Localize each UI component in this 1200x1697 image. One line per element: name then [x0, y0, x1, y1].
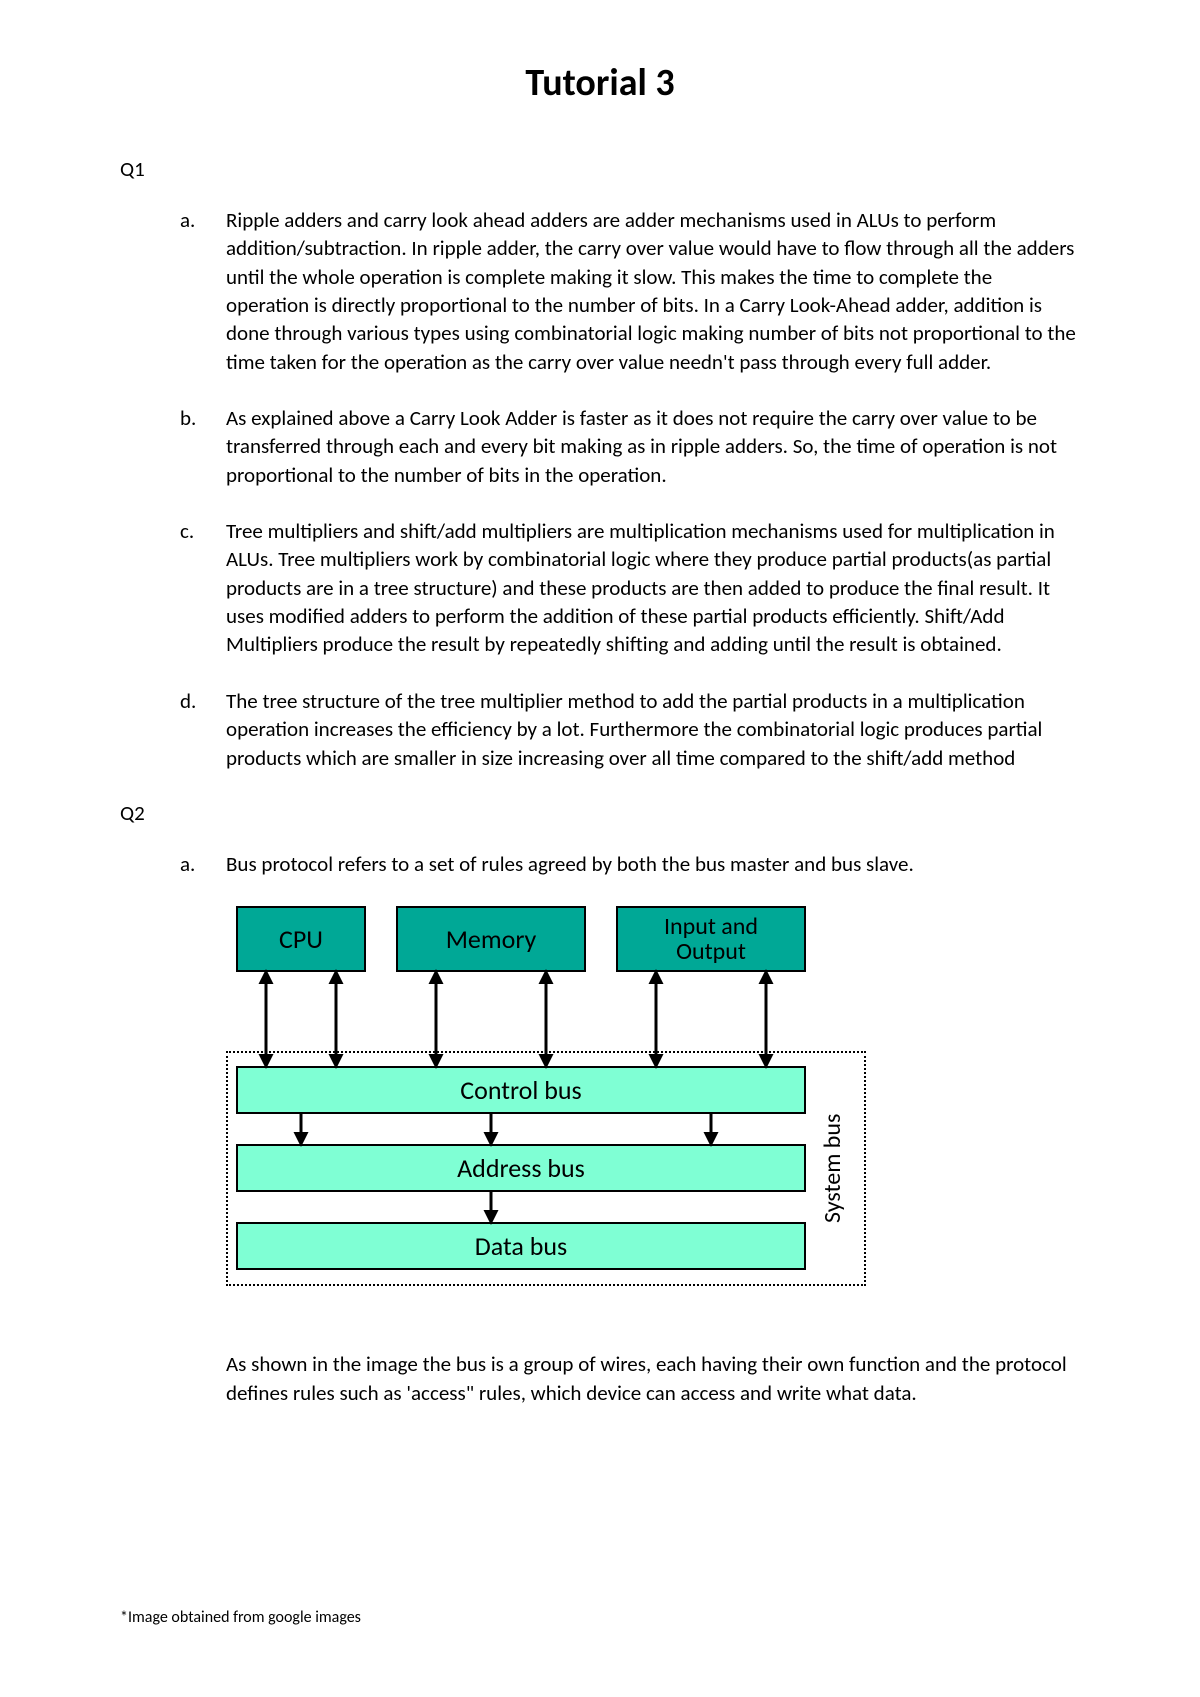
q1-list: a. Ripple adders and carry look ahead ad…	[180, 206, 1080, 772]
diagram-bus-control-bus: Control bus	[236, 1066, 806, 1114]
list-marker: d.	[180, 687, 196, 715]
list-marker: b.	[180, 404, 196, 432]
q1-item-c-text: Tree multipliers and shift/add multiplie…	[226, 518, 1055, 657]
list-marker: a.	[180, 206, 195, 234]
q1-label: Q1	[120, 156, 1080, 182]
page: Tutorial 3 Q1 a. Ripple adders and carry…	[0, 0, 1200, 1697]
q2-follow-text: As shown in the image the bus is a group…	[226, 1350, 1080, 1407]
diagram-node-cpu: CPU	[236, 906, 366, 972]
diagram-node-memory: Memory	[396, 906, 586, 972]
q2-label: Q2	[120, 800, 1080, 826]
diagram-node-input-and-output: Input andOutput	[616, 906, 806, 972]
list-marker: c.	[180, 517, 194, 545]
q1-item-b-text: As explained above a Carry Look Adder is…	[226, 405, 1057, 488]
footnote: *Image obtained from google images	[120, 1608, 361, 1627]
list-marker: a.	[180, 850, 195, 878]
q1-item-d-text: The tree structure of the tree multiplie…	[226, 688, 1042, 771]
q1-item-d: d. The tree structure of the tree multip…	[180, 687, 1080, 772]
page-title: Tutorial 3	[120, 60, 1080, 106]
q1-item-c: c. Tree multipliers and shift/add multip…	[180, 517, 1080, 659]
system-bus-label: System bus	[818, 1066, 847, 1271]
bus-diagram: CPU Memory Input andOutput Control bus Addre…	[226, 906, 906, 1326]
q2-item-a-text: Bus protocol refers to a set of rules ag…	[226, 851, 914, 877]
q1-item-a-text: Ripple adders and carry look ahead adder…	[226, 207, 1076, 375]
q2-list: a. Bus protocol refers to a set of rules…	[180, 850, 1080, 878]
diagram-bus-data-bus: Data bus	[236, 1222, 806, 1270]
q2-item-a: a. Bus protocol refers to a set of rules…	[180, 850, 1080, 878]
q1-item-b: b. As explained above a Carry Look Adder…	[180, 404, 1080, 489]
q1-item-a: a. Ripple adders and carry look ahead ad…	[180, 206, 1080, 376]
diagram-bus-address-bus: Address bus	[236, 1144, 806, 1192]
